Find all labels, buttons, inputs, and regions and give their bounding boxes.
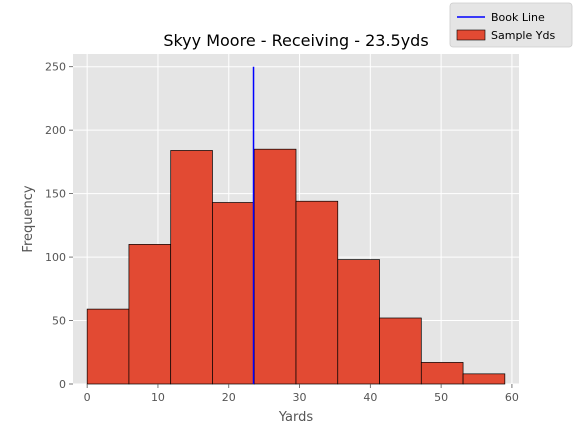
histogram-bar bbox=[128, 244, 172, 385]
legend-sample-yds-swatch bbox=[456, 29, 486, 41]
legend-sample-yds-label: Sample Yds bbox=[491, 29, 555, 42]
histogram-bar bbox=[86, 308, 130, 385]
histogram-bar bbox=[295, 200, 339, 385]
y-tick-label: 0 bbox=[59, 378, 66, 391]
chart-title: Skyy Moore - Receiving - 23.5yds bbox=[163, 31, 428, 50]
legend-book-line-label: Book Line bbox=[491, 11, 545, 24]
x-axis-ticks: 0 10 20 30 40 50 60 bbox=[84, 384, 519, 404]
histogram-bar bbox=[379, 317, 422, 385]
x-tick-label: 0 bbox=[84, 391, 91, 404]
y-tick-label: 150 bbox=[45, 188, 66, 201]
histogram-bar bbox=[212, 202, 255, 385]
x-tick-label: 50 bbox=[434, 391, 448, 404]
y-tick-label: 200 bbox=[45, 124, 66, 137]
histogram-bar bbox=[420, 362, 464, 385]
histogram-bars bbox=[86, 148, 506, 385]
y-tick-label: 100 bbox=[45, 251, 66, 264]
y-axis-label: Frequency bbox=[21, 185, 36, 252]
y-tick-label: 50 bbox=[52, 315, 66, 328]
histogram-bar bbox=[462, 373, 506, 385]
x-tick-label: 30 bbox=[293, 391, 307, 404]
x-axis-label: Yards bbox=[278, 410, 313, 425]
x-tick-label: 60 bbox=[505, 391, 519, 404]
legend: Book Line Sample Yds bbox=[449, 2, 573, 48]
y-tick-label: 250 bbox=[45, 61, 66, 74]
histogram-bar bbox=[170, 150, 213, 385]
x-tick-label: 40 bbox=[363, 391, 377, 404]
y-axis-ticks: 0 50 100 150 200 250 bbox=[45, 61, 73, 391]
x-tick-label: 10 bbox=[151, 391, 165, 404]
histogram-bar bbox=[253, 148, 297, 385]
x-tick-label: 20 bbox=[222, 391, 236, 404]
histogram-bar bbox=[337, 259, 380, 385]
